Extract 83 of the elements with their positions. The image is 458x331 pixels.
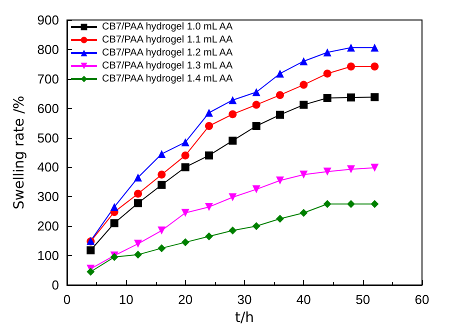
- point: [323, 200, 332, 208]
- point: [181, 151, 190, 160]
- point: [300, 57, 308, 66]
- point: [347, 200, 355, 208]
- point: [228, 193, 237, 202]
- point: [110, 202, 118, 211]
- point: [276, 70, 284, 78]
- point: [300, 100, 308, 109]
- point: [323, 168, 332, 176]
- point: [181, 138, 190, 146]
- point: [252, 185, 260, 194]
- point: [252, 100, 260, 109]
- point: [347, 93, 355, 102]
- point: [205, 108, 213, 117]
- point: [134, 240, 142, 248]
- point: [252, 122, 260, 130]
- point: [158, 226, 166, 235]
- y-tick-label: 500: [37, 130, 59, 146]
- legend-label: CB7/PAA hydrogel 1.3 mL AA: [102, 60, 233, 72]
- y-tick-label: 0: [52, 278, 59, 292]
- point: [228, 226, 237, 235]
- y-tick-label: 200: [37, 218, 59, 234]
- point: [181, 208, 190, 217]
- point: [276, 110, 284, 119]
- point: [205, 151, 213, 160]
- point: [228, 110, 237, 118]
- x-tick-label: 40: [296, 292, 311, 307]
- point: [370, 164, 379, 172]
- point: [370, 200, 379, 208]
- x-tick-label: 0: [63, 292, 71, 307]
- point: [110, 219, 118, 228]
- point: [134, 174, 142, 182]
- point: [134, 250, 142, 259]
- y-tick-label: 900: [37, 12, 59, 28]
- point: [300, 170, 308, 179]
- legend-label: CB7/PAA hydrogel 1.4 mL AA: [102, 74, 233, 84]
- y-axis-title: Swelling rate /%: [11, 96, 28, 210]
- y-tick-label: 700: [37, 71, 59, 86]
- point: [205, 122, 213, 130]
- point: [158, 150, 166, 158]
- y-tick-label: 400: [37, 160, 59, 175]
- point: [158, 170, 166, 179]
- point: [228, 96, 237, 104]
- point: [276, 176, 284, 184]
- point: [205, 232, 213, 240]
- point: [323, 48, 332, 56]
- point: [86, 268, 95, 276]
- y-tick-label: 100: [37, 248, 59, 264]
- point: [370, 62, 379, 71]
- legend-label: CB7/PAA hydrogel 1.2 mL AA: [102, 48, 233, 58]
- point: [370, 93, 379, 102]
- point: [181, 238, 190, 246]
- x-tick-label: 60: [414, 292, 430, 307]
- point: [86, 246, 95, 254]
- point: [134, 190, 142, 198]
- point: [228, 136, 237, 145]
- point: [181, 163, 190, 172]
- x-tick-label: 30: [237, 292, 252, 307]
- y-tick-label: 800: [37, 42, 59, 57]
- point: [323, 70, 332, 78]
- point: [300, 208, 308, 217]
- y-tick-label: 300: [37, 189, 59, 204]
- point: [276, 214, 284, 223]
- point: [323, 94, 332, 102]
- legend-label: CB7/PAA hydrogel 1.0 mL AA: [102, 22, 233, 32]
- point: [347, 44, 355, 52]
- point: [300, 80, 308, 89]
- point: [252, 88, 260, 96]
- point: [347, 165, 355, 174]
- point: [134, 199, 142, 208]
- x-tick-label: 20: [178, 292, 193, 307]
- y-tick-label: 600: [37, 100, 59, 116]
- point: [252, 222, 260, 230]
- point: [347, 62, 355, 71]
- point: [205, 202, 213, 211]
- point: [158, 180, 166, 189]
- legend-label: CB7/PAA hydrogel 1.1 mL AA: [102, 34, 233, 46]
- x-axis-title: t/h: [234, 310, 254, 326]
- point: [370, 44, 379, 52]
- point: [276, 91, 284, 100]
- x-tick-label: 50: [356, 292, 370, 307]
- x-tick-label: 10: [118, 292, 134, 307]
- point: [158, 244, 166, 252]
